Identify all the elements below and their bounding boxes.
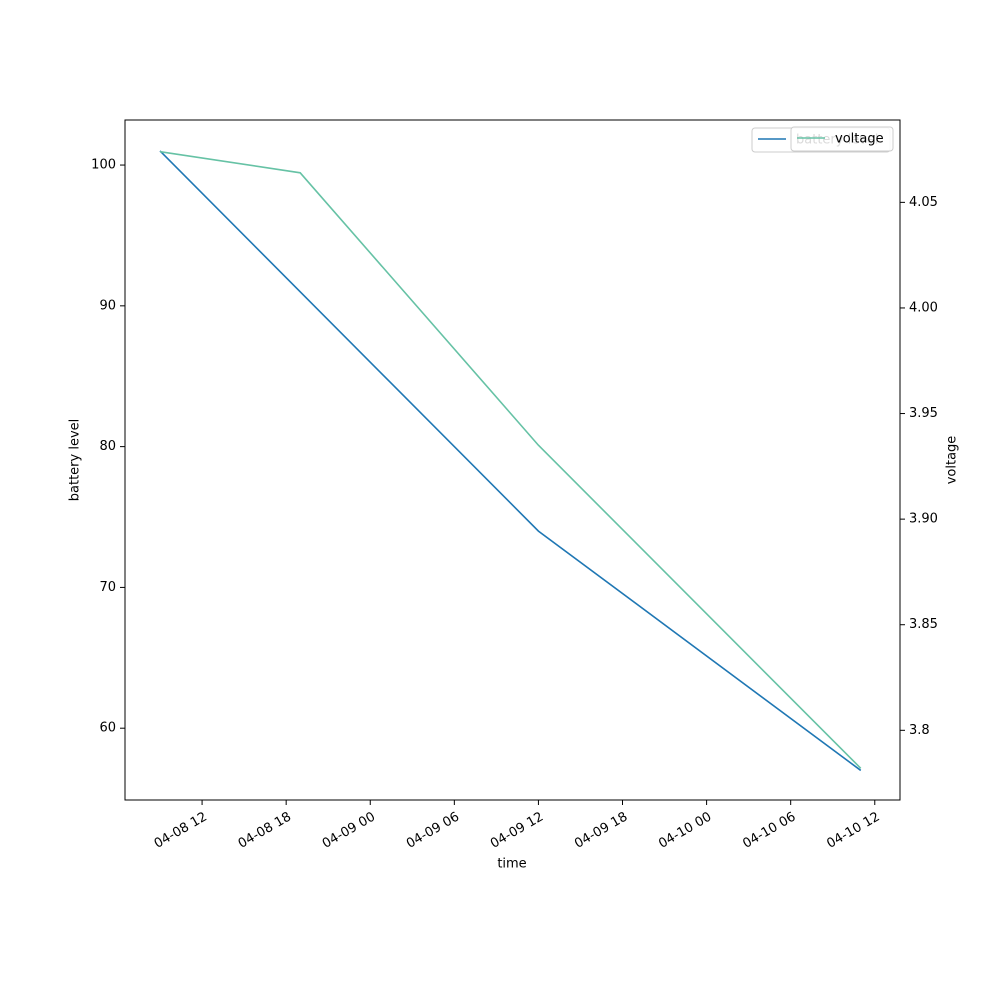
y-axis-label: battery level bbox=[68, 419, 83, 502]
y2-tick-label: 3.8 bbox=[909, 723, 930, 738]
y2-tick-label: 3.90 bbox=[909, 512, 938, 527]
y-tick-label: 70 bbox=[99, 580, 116, 595]
y-tick-label: 60 bbox=[99, 721, 116, 736]
y-tick-label: 80 bbox=[99, 439, 116, 454]
y2-tick-label: 4.05 bbox=[909, 195, 938, 210]
y2-axis-label: voltage bbox=[945, 436, 960, 485]
data-line bbox=[159, 150, 862, 769]
y2-tick-label: 3.95 bbox=[909, 406, 938, 421]
legend-label: voltage bbox=[835, 132, 884, 147]
legend-box bbox=[790, 126, 894, 152]
x-axis-label: time bbox=[497, 857, 526, 872]
data-line bbox=[159, 150, 862, 772]
y-tick-label: 100 bbox=[91, 158, 116, 173]
y2-tick-label: 3.85 bbox=[909, 617, 938, 632]
y2-tick-label: 4.00 bbox=[909, 300, 938, 315]
y-tick-label: 90 bbox=[99, 298, 116, 313]
plot-frame bbox=[124, 119, 901, 801]
